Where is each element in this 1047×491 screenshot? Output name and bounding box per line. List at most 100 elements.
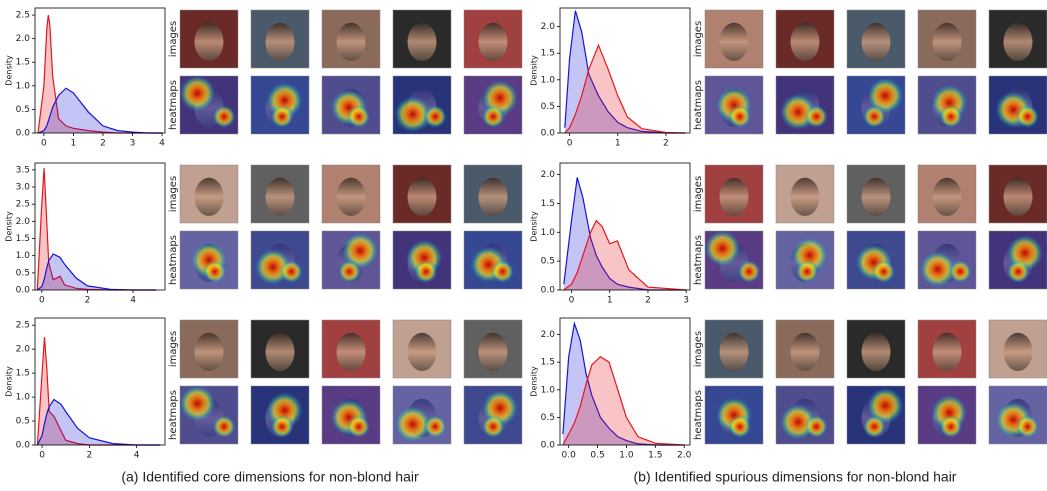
face — [791, 333, 820, 371]
y-tick-label: 1.5 — [541, 199, 555, 209]
x-tick-label: 1.0 — [619, 451, 634, 461]
row-label: images — [693, 176, 704, 212]
face — [791, 178, 820, 216]
heat-blob — [737, 260, 760, 283]
y-tick-label: 1.5 — [16, 234, 30, 244]
heatmap-thumbnail — [989, 76, 1047, 134]
y-axis-label: Density — [530, 211, 539, 242]
heat-blob — [424, 105, 447, 128]
face — [862, 178, 891, 216]
row-label: heatmaps — [168, 235, 179, 285]
y-tick-label: 2.5 — [16, 200, 30, 210]
heatmap-thumbnail — [704, 230, 763, 289]
y-axis-label: Density — [530, 366, 539, 397]
heatmap-thumbnail — [776, 231, 834, 289]
face — [408, 23, 437, 61]
heat-blob — [203, 260, 226, 283]
y-tick-label: 1.0 — [16, 81, 31, 91]
x-tick-label: 4 — [134, 451, 140, 461]
image-thumbnail — [393, 10, 451, 68]
image-thumbnail — [705, 10, 763, 68]
face — [337, 23, 366, 61]
face — [266, 23, 295, 61]
heatmap-thumbnail — [989, 231, 1047, 289]
y-tick-label: 3.5 — [16, 165, 30, 175]
density-fill — [37, 254, 156, 290]
face — [933, 23, 962, 61]
heat-blob — [414, 260, 437, 283]
x-tick-label: 0 — [39, 296, 45, 306]
y-tick-label: 1.5 — [16, 58, 30, 68]
y-tick-label: 0.5 — [16, 268, 30, 278]
x-tick-label: 2 — [85, 296, 91, 306]
image-thumbnail — [251, 320, 309, 378]
y-axis-label: Density — [5, 55, 14, 86]
image-thumbnail — [180, 320, 238, 378]
heat-blob — [949, 260, 972, 283]
heatmap-thumbnail — [179, 385, 238, 444]
image-thumbnail — [989, 10, 1047, 68]
face — [720, 23, 749, 61]
image-thumbnail — [847, 320, 905, 378]
face — [266, 178, 295, 216]
y-tick-label: 1.5 — [16, 369, 30, 379]
face — [720, 333, 749, 371]
heat-blob — [939, 105, 962, 128]
y-tick-label: 2.0 — [16, 345, 31, 355]
heatmap-thumbnail — [989, 386, 1047, 444]
y-tick-label: 0.5 — [16, 417, 30, 427]
y-tick-label: 2.0 — [541, 330, 556, 340]
x-tick-label: 4 — [159, 139, 165, 149]
row-label: images — [693, 21, 704, 57]
row-label: images — [168, 176, 179, 212]
heat-blob — [805, 415, 828, 438]
heat-blob — [482, 105, 505, 128]
y-tick-label: 1.5 — [541, 358, 555, 368]
x-tick-label: 2 — [100, 139, 106, 149]
heatmap-thumbnail — [918, 231, 976, 289]
x-tick-label: 3 — [683, 296, 689, 306]
heatmap-thumbnail — [322, 231, 380, 289]
heatmap-thumbnail — [322, 386, 380, 444]
image-thumbnail — [180, 10, 238, 68]
heat-blob — [795, 260, 818, 283]
image-thumbnail — [847, 165, 905, 223]
face — [337, 333, 366, 371]
heat-blob — [1016, 105, 1039, 128]
x-tick-label: 2.0 — [677, 451, 692, 461]
image-thumbnail — [251, 165, 309, 223]
image-thumbnail — [776, 10, 834, 68]
row-label: heatmaps — [693, 235, 704, 285]
heatmap-thumbnail — [251, 386, 309, 444]
heatmap-thumbnail — [251, 76, 309, 134]
heatmap-thumbnail — [180, 231, 238, 289]
image-thumbnail — [322, 165, 380, 223]
y-tick-label: 2.0 — [541, 170, 556, 180]
y-tick-label: 0.0 — [16, 441, 31, 451]
heat-blob — [482, 415, 505, 438]
face — [266, 333, 295, 371]
x-tick-label: 2 — [645, 296, 651, 306]
face — [479, 333, 508, 371]
y-tick-label: 1.0 — [16, 393, 31, 403]
y-axis-label: Density — [5, 211, 14, 242]
heatmap-thumbnail — [705, 76, 763, 134]
face — [479, 23, 508, 61]
x-tick-label: 4 — [130, 296, 136, 306]
face — [195, 333, 224, 371]
face — [1004, 178, 1033, 216]
heat-blob — [728, 105, 751, 128]
heat-blob — [728, 415, 751, 438]
density-fill — [38, 88, 162, 133]
heat-blob — [212, 105, 235, 128]
face — [720, 178, 749, 216]
y-tick-label: 0.0 — [16, 129, 31, 139]
heatmap-thumbnail — [179, 75, 238, 134]
heatmap-thumbnail — [776, 76, 834, 134]
y-tick-label: 0.5 — [541, 257, 555, 267]
y-tick-label: 2.0 — [16, 34, 31, 44]
caption: (a) Identified core dimensions for non-b… — [121, 469, 419, 485]
face — [337, 178, 366, 216]
heatmap-thumbnail — [847, 231, 905, 289]
y-axis-label: Density — [5, 366, 14, 397]
